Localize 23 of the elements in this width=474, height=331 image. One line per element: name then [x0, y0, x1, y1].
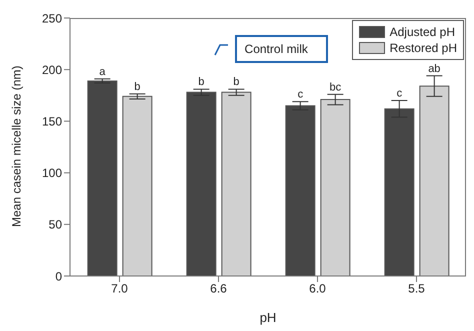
y-tick-label: 0: [55, 269, 62, 284]
data-label: b: [198, 76, 204, 88]
x-tick-label: 7.0: [111, 282, 128, 296]
y-tick-label: 250: [42, 11, 62, 26]
x-tick-label: 6.6: [210, 282, 228, 296]
data-label: c: [298, 88, 304, 101]
data-label: c: [396, 88, 403, 100]
legend-label: Adjusted pH: [390, 24, 455, 40]
y-tick-label: 200: [42, 62, 62, 77]
data-label: a: [99, 66, 106, 78]
data-label: ab: [428, 62, 440, 75]
y-tick-label: 50: [48, 218, 62, 232]
annotation: Control milk: [234, 35, 328, 63]
data-label: b: [134, 80, 140, 93]
data-label: b: [233, 76, 240, 88]
y-axis-title: Mean casein micelle size (nm): [9, 66, 24, 227]
y-tick-label: 100: [42, 166, 62, 180]
x-axis-title: pH: [260, 310, 276, 325]
x-tick-label: 5.5: [408, 282, 426, 296]
legend-label: Restored pH: [390, 40, 457, 56]
x-tick-label: 6.0: [309, 282, 326, 296]
data-label: bc: [330, 81, 342, 94]
y-tick-label: 150: [42, 114, 62, 128]
